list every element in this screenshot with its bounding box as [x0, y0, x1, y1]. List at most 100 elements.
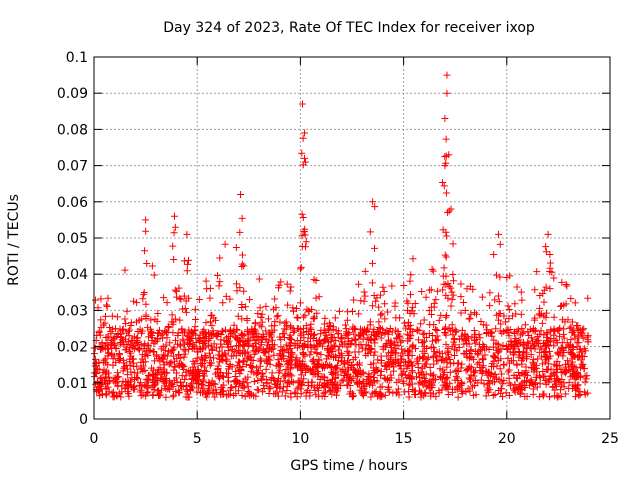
data-point	[563, 282, 571, 290]
data-point	[405, 374, 413, 382]
data-point	[268, 341, 276, 349]
data-point	[232, 352, 240, 360]
data-point	[170, 376, 178, 384]
data-point	[580, 325, 588, 333]
data-point	[403, 363, 411, 371]
data-point	[479, 355, 487, 363]
data-point	[491, 296, 499, 304]
data-point	[216, 388, 224, 396]
data-point	[199, 328, 207, 336]
data-point	[133, 299, 141, 307]
data-point	[297, 371, 305, 379]
data-point	[299, 134, 307, 142]
data-point	[394, 385, 402, 393]
data-point	[436, 372, 444, 380]
data-point	[149, 391, 157, 399]
data-point	[505, 379, 513, 387]
data-point	[411, 300, 419, 308]
data-point	[180, 257, 188, 265]
data-point	[283, 361, 291, 369]
data-point	[442, 152, 450, 160]
data-point	[387, 371, 395, 379]
data-point	[522, 344, 530, 352]
data-point	[448, 321, 456, 329]
data-point	[451, 326, 459, 334]
data-point	[249, 333, 257, 341]
data-point	[96, 392, 104, 400]
data-point	[140, 288, 148, 296]
data-point	[350, 325, 358, 333]
data-point	[236, 370, 244, 378]
data-point	[397, 371, 405, 379]
data-point	[373, 332, 381, 340]
data-point	[123, 380, 131, 388]
data-point	[493, 362, 501, 370]
data-point	[217, 384, 225, 392]
data-point	[496, 240, 504, 248]
data-point	[162, 341, 170, 349]
data-point	[236, 337, 244, 345]
data-point	[230, 327, 238, 335]
data-point	[329, 325, 337, 333]
data-point	[150, 348, 158, 356]
data-point	[95, 358, 103, 366]
data-point	[458, 335, 466, 343]
data-point	[138, 383, 146, 391]
data-point	[206, 359, 214, 367]
data-point	[109, 361, 117, 369]
data-point	[459, 387, 467, 395]
data-point	[503, 273, 511, 281]
data-point	[442, 384, 450, 392]
data-point	[538, 360, 546, 368]
data-point	[372, 389, 380, 397]
data-point	[468, 353, 476, 361]
data-point	[540, 286, 548, 294]
data-point	[184, 260, 192, 268]
data-point	[311, 386, 319, 394]
data-point	[315, 355, 323, 363]
data-point	[203, 393, 211, 401]
data-point	[517, 288, 525, 296]
data-point	[300, 375, 308, 383]
data-point	[281, 319, 289, 327]
data-point	[205, 336, 213, 344]
data-point	[335, 327, 343, 335]
data-point	[258, 370, 266, 378]
data-point	[495, 298, 503, 306]
data-point	[97, 323, 105, 331]
data-point	[232, 334, 240, 342]
data-point	[218, 327, 226, 335]
data-point	[228, 363, 236, 371]
data-point	[380, 287, 388, 295]
data-point	[307, 326, 315, 334]
data-point	[417, 390, 425, 398]
data-point	[283, 346, 291, 354]
x-tick-label: 15	[395, 431, 413, 447]
data-point	[361, 292, 369, 300]
data-point	[366, 228, 374, 236]
data-point	[268, 369, 276, 377]
data-point	[490, 363, 498, 371]
data-point	[577, 364, 585, 372]
data-point	[298, 149, 306, 157]
data-point	[496, 327, 504, 335]
data-point	[255, 275, 263, 283]
data-point	[405, 388, 413, 396]
data-point	[102, 355, 110, 363]
data-point	[144, 323, 152, 331]
data-point	[182, 308, 190, 316]
data-point	[492, 325, 500, 333]
data-point	[106, 324, 114, 332]
data-point	[504, 345, 512, 353]
data-point	[255, 336, 263, 344]
data-point	[360, 288, 368, 296]
data-point	[398, 370, 406, 378]
data-point	[174, 329, 182, 337]
data-point	[225, 337, 233, 345]
data-point	[468, 383, 476, 391]
data-point	[444, 208, 452, 216]
data-point	[238, 304, 246, 312]
data-point	[225, 347, 233, 355]
data-point	[253, 368, 261, 376]
data-point	[454, 393, 462, 401]
